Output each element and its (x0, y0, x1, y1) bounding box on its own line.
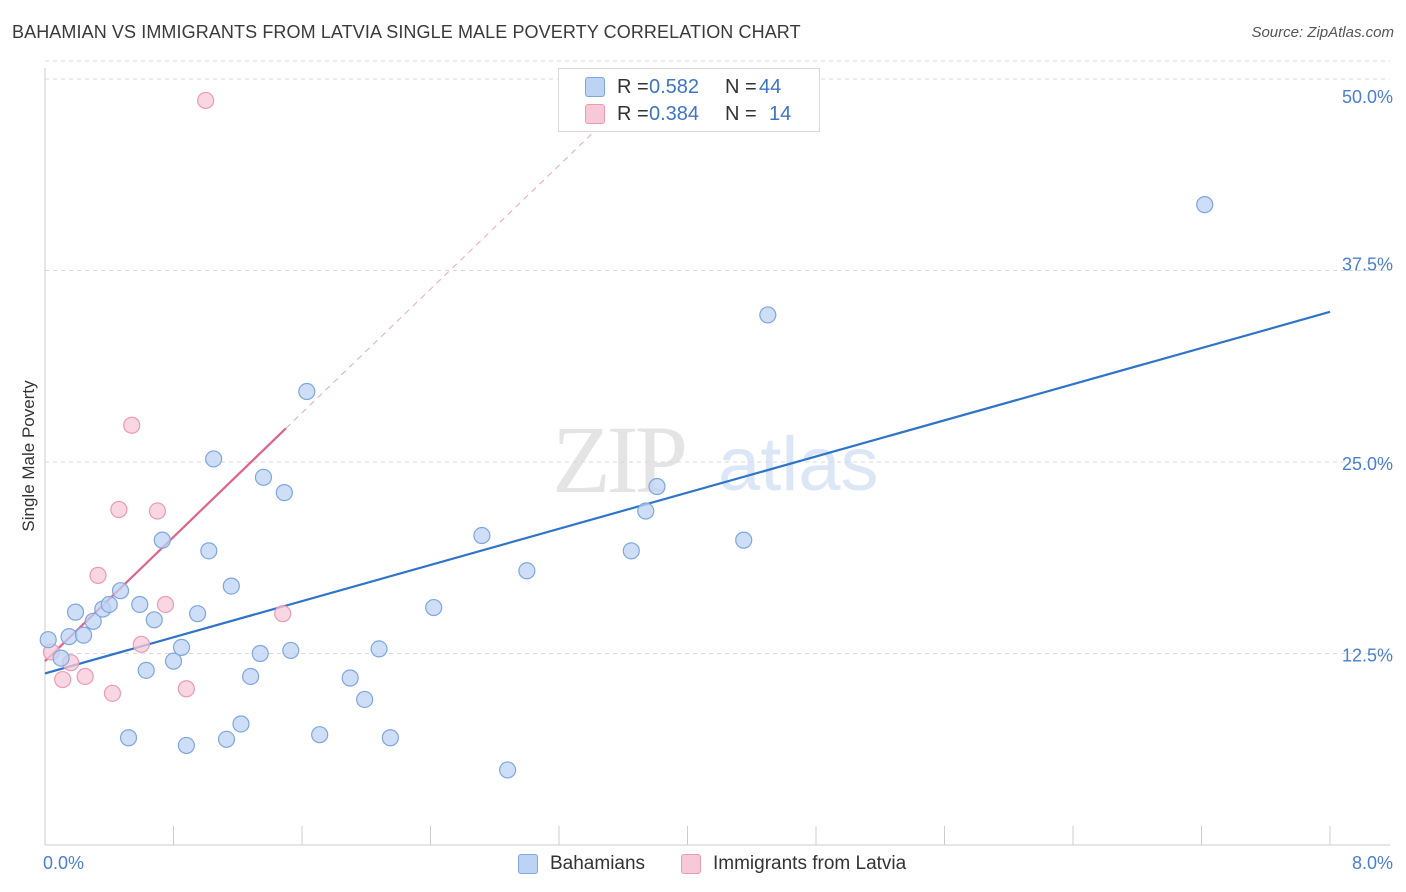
data-point-bahamians (282, 641, 300, 660)
data-point-bahamians (381, 729, 399, 747)
data-point-bahamians (164, 652, 183, 670)
data-point-latvia (76, 667, 94, 686)
data-point-latvia (123, 416, 141, 434)
data-point-bahamians (153, 531, 171, 549)
y-tick-label: 25.0% (1342, 454, 1393, 474)
data-point-bahamians (473, 526, 491, 545)
trend-line-bahamians (44, 310, 1331, 675)
data-point-latvia (132, 635, 150, 653)
y-axis-label: Single Male Poverty (19, 380, 38, 532)
data-point-bahamians (131, 595, 149, 614)
data-point-bahamians (311, 726, 329, 744)
data-point-latvia (148, 502, 167, 520)
data-point-bahamians (60, 628, 78, 646)
data-point-bahamians (119, 729, 138, 747)
data-point-bahamians (66, 603, 85, 621)
axes (44, 68, 1390, 846)
data-point-bahamians (188, 605, 207, 623)
legend-swatch-pink (585, 104, 605, 124)
data-point-bahamians (341, 669, 359, 687)
data-point-bahamians (275, 484, 293, 502)
data-point-bahamians (298, 382, 316, 401)
data-point-latvia (156, 595, 175, 614)
x-tick-label: 0.0% (43, 853, 84, 873)
data-point-bahamians (356, 690, 374, 709)
data-point-latvia (103, 684, 122, 702)
data-point-bahamians (251, 644, 269, 663)
y-tick-label: 50.0% (1342, 87, 1393, 107)
trend-extension-latvia (285, 103, 624, 429)
data-point-bahamians (100, 595, 118, 614)
data-point-latvia (89, 566, 107, 584)
data-point-bahamians (735, 531, 753, 549)
legend-row-bahamians: R = 0.582 N = 44 (585, 74, 781, 100)
watermark-atlas: atlas (718, 422, 879, 507)
data-point-bahamians (217, 730, 236, 748)
data-point-bahamians (242, 667, 260, 686)
data-point-bahamians (84, 612, 102, 630)
data-point-bahamians (177, 736, 195, 755)
data-point-bahamians (254, 468, 273, 486)
watermark: ZIP atlas (552, 406, 879, 513)
data-point-bahamians (222, 577, 240, 595)
legend-r-label: R = (617, 102, 649, 125)
data-point-bahamians (137, 661, 155, 679)
data-point-latvia (274, 605, 292, 623)
bottom-legend-bahamians: Bahamians (518, 852, 645, 876)
legend-n-value: 44 (759, 75, 782, 98)
data-point-bahamians (200, 542, 218, 560)
legend-n-value: 14 (769, 102, 792, 125)
data-point-bahamians (759, 306, 777, 324)
bottom-legend-label: Bahamians (550, 853, 646, 874)
bottom-legend-swatch-pink (681, 854, 701, 874)
y-tick-label: 12.5% (1342, 646, 1393, 666)
data-point-bahamians (518, 562, 536, 580)
data-point-bahamians (145, 611, 163, 629)
data-point-latvia (197, 91, 215, 110)
x-tick-label: 8.0% (1352, 853, 1393, 873)
tick-labels: 12.5% 25.0% 37.5% 50.0% 0.0% 8.0% (43, 87, 1393, 873)
legend-n-label: N = (725, 75, 757, 98)
data-point-bahamians (172, 638, 191, 656)
data-point-bahamians (499, 761, 517, 779)
legend-r-label: R = (617, 75, 649, 98)
legend-r-value: 0.384 (649, 102, 700, 125)
data-point-bahamians (205, 450, 223, 468)
source-label: Source: ZipAtlas.com (1251, 24, 1394, 41)
data-point-bahamians (52, 649, 70, 667)
bottom-legend-swatch-blue (518, 854, 538, 874)
data-point-bahamians (1196, 196, 1214, 214)
chart-title: BAHAMIAN VS IMMIGRANTS FROM LATVIA SINGL… (12, 22, 801, 42)
correlation-legend: R = 0.582 N = 44 R = 0.384 N = 14 (558, 68, 820, 132)
data-point-bahamians (370, 640, 388, 658)
data-point-latvia (54, 670, 72, 689)
data-point-latvia (110, 500, 128, 519)
legend-row-latvia: R = 0.384 N = 14 (585, 101, 791, 127)
data-point-bahamians (425, 598, 443, 617)
gridlines (45, 60, 1390, 654)
watermark-zip: ZIP (552, 406, 685, 513)
legend-swatch-blue (585, 77, 605, 97)
data-point-bahamians (637, 502, 655, 520)
data-points (39, 91, 1214, 779)
data-point-bahamians (74, 626, 93, 644)
data-point-bahamians (39, 631, 57, 649)
data-point-bahamians (232, 715, 250, 733)
data-point-latvia (177, 680, 195, 698)
data-point-bahamians (111, 582, 130, 600)
data-point-bahamians (648, 477, 666, 496)
y-tick-label: 37.5% (1342, 255, 1393, 275)
bottom-legend-latvia: Immigrants from Latvia (681, 852, 906, 876)
legend-r-value: 0.582 (649, 75, 700, 98)
bottom-legend-label: Immigrants from Latvia (713, 853, 907, 874)
data-point-bahamians (622, 542, 640, 560)
legend-n-label: N = (725, 102, 757, 125)
